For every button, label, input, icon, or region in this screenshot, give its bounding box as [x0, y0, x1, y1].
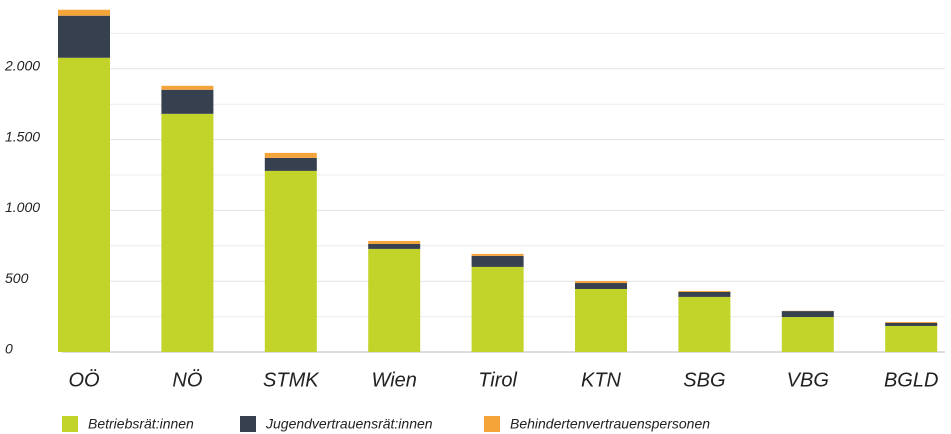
bar-segment: [471, 266, 524, 352]
bar-segment: [575, 283, 627, 289]
bar-segment: [161, 89, 214, 114]
x-tick-label: KTN: [581, 369, 622, 391]
bar-segment: [678, 290, 731, 292]
x-tick-label: STMK: [263, 369, 320, 391]
bar-segment: [885, 322, 938, 326]
legend-label: Jugendvertrauensrät:innen: [265, 416, 433, 432]
bar-segment: [264, 170, 317, 352]
x-tick-label: OÖ: [68, 369, 99, 391]
legend-swatch: [240, 416, 256, 432]
legend-label: Behindertenvertrauenspersonen: [510, 416, 710, 432]
x-tick-label: Tirol: [478, 369, 517, 391]
bar-segment: [885, 325, 938, 352]
bar-segment: [885, 321, 938, 323]
bar-segment: [58, 15, 110, 58]
x-tick-label: BGLD: [884, 369, 938, 391]
y-tick-label: 1.500: [5, 128, 40, 144]
x-tick-label: VBG: [787, 369, 829, 391]
x-tick-label: NÖ: [172, 369, 202, 391]
bar-segment: [368, 248, 421, 352]
legend-swatch: [62, 416, 78, 432]
bar-segment: [471, 255, 524, 267]
y-tick-label: 1.000: [5, 199, 40, 215]
bar-segment: [678, 296, 731, 352]
bar-segment: [161, 113, 214, 352]
bar-segment: [781, 317, 834, 352]
bar-segment: [575, 288, 627, 352]
bar-segment: [58, 57, 110, 353]
bar-segment: [264, 157, 317, 171]
bar-segment: [264, 152, 317, 158]
bar-segment: [368, 240, 421, 244]
bar-segment: [368, 243, 421, 249]
y-tick-label: 2.000: [4, 58, 40, 74]
bar-segment: [471, 253, 524, 256]
bar-segment: [678, 291, 731, 297]
bar-segment: [575, 281, 627, 284]
x-tick-label: SBG: [683, 369, 725, 391]
x-tick-label: Wien: [372, 369, 417, 391]
y-tick-label: 0: [5, 341, 13, 357]
bar-segment: [161, 85, 214, 90]
legend-label: Betriebsrät:innen: [88, 416, 194, 432]
bar-segment: [58, 9, 110, 16]
y-tick-label: 500: [5, 270, 29, 286]
legend-swatch: [484, 416, 500, 432]
bar-segment: [781, 311, 834, 318]
